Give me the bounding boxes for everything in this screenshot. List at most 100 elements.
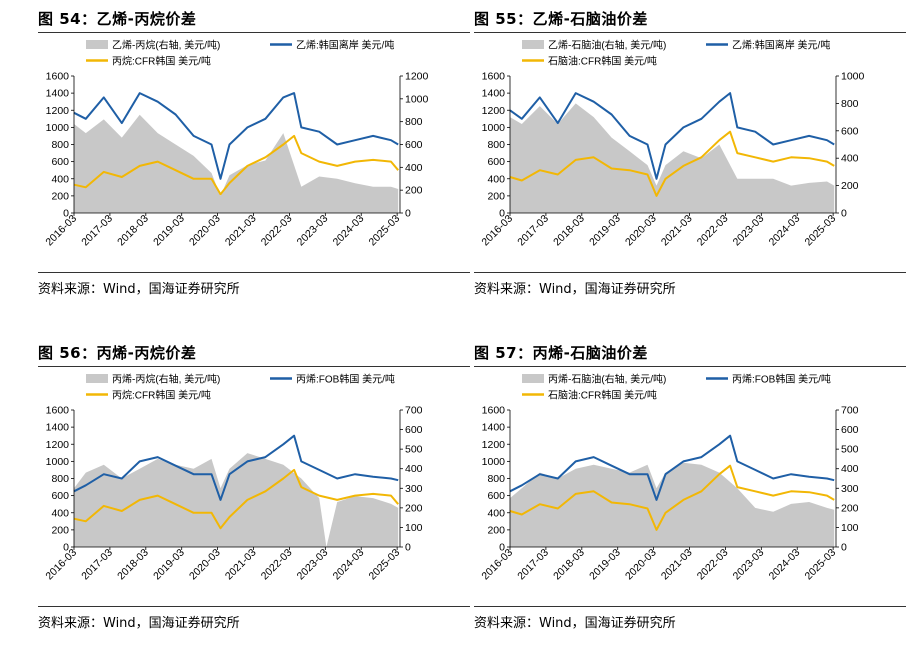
- x-tick-label: 2022-03: [695, 547, 731, 583]
- y-tick-label-left: 200: [51, 524, 69, 536]
- y-tick-label-right: 500: [405, 444, 423, 456]
- y-tick-label-left: 200: [487, 524, 505, 536]
- y-tick-label-right: 100: [405, 522, 423, 534]
- y-tick-label-left: 1400: [46, 88, 70, 100]
- x-tick-label: 2017-03: [79, 213, 115, 249]
- series-area-spread: [74, 114, 399, 213]
- x-tick-label: 2016-03: [479, 547, 515, 583]
- y-tick-label-right: 800: [841, 98, 859, 110]
- y-tick-label-right: 1000: [841, 71, 865, 83]
- y-tick-label-right: 200: [405, 502, 423, 514]
- y-tick-label-left: 800: [51, 473, 69, 485]
- x-tick-label: 2022-03: [695, 213, 731, 249]
- y-tick-label-left: 0: [63, 542, 69, 554]
- x-tick-label: 2023-03: [295, 213, 331, 249]
- figure-title: 图 55：乙烯-石脑油价差: [474, 10, 648, 28]
- y-tick-label-left: 600: [51, 490, 69, 502]
- y-tick-label-right: 1000: [405, 93, 429, 105]
- x-tick-label: 2018-03: [115, 213, 151, 249]
- x-tick-label: 2016-03: [43, 213, 79, 249]
- y-tick-label-right: 700: [405, 405, 423, 417]
- x-tick-label: 2023-03: [731, 547, 767, 583]
- y-tick-label-right: 400: [841, 153, 859, 165]
- series-line-yellow: [509, 130, 835, 197]
- y-tick-label-left: 1000: [46, 456, 70, 468]
- legend-swatch-area: [86, 40, 108, 49]
- y-tick-label-right: 0: [405, 542, 411, 554]
- y-tick-label-left: 1000: [46, 122, 70, 134]
- x-tick-label: 2024-03: [767, 547, 803, 583]
- legend-label: 乙烯-石脑油(右轴, 美元/吨): [548, 39, 666, 52]
- x-tick-label: 2019-03: [587, 547, 623, 583]
- y-tick-label-right: 600: [405, 424, 423, 436]
- y-tick-label-right: 1200: [405, 71, 429, 83]
- y-tick-label-right: 600: [841, 424, 859, 436]
- legend-label: 石脑油:CFR韩国 美元/吨: [548, 55, 657, 68]
- series-line-yellow: [73, 468, 399, 530]
- legend-label: 丙烯-石脑油(右轴, 美元/吨): [548, 373, 666, 386]
- x-tick-label: 2021-03: [659, 213, 695, 249]
- y-tick-label-left: 1200: [482, 439, 506, 451]
- y-tick-label-right: 400: [841, 463, 859, 475]
- chart-propylene-propane: 0 200 400 600 800 1000 1200 1400 1600 0 100 200 300 4…: [43, 373, 423, 583]
- y-tick-label-left: 200: [487, 190, 505, 202]
- legend-label: 石脑油:CFR韩国 美元/吨: [548, 389, 657, 402]
- y-tick-label-left: 1000: [482, 456, 506, 468]
- y-tick-label-left: 1200: [46, 105, 70, 117]
- source-divider: [38, 272, 470, 273]
- x-tick-label: 2019-03: [151, 213, 187, 249]
- chart-ethylene-naphtha: 0 200 400 600 800 1000 1200 1400 1600 0 200 400 600 8…: [479, 39, 865, 249]
- x-tick-label: 2021-03: [659, 547, 695, 583]
- y-tick-label-right: 0: [841, 208, 847, 220]
- legend-swatch-area: [86, 374, 108, 383]
- legend-label: 丙烯:FOB韩国 美元/吨: [296, 373, 395, 386]
- x-tick-label: 2021-03: [223, 547, 259, 583]
- legend-swatch-area: [522, 40, 544, 49]
- series-line-yellow: [509, 464, 835, 531]
- y-tick-label-right: 300: [841, 483, 859, 495]
- x-tick-label: 2025-03: [803, 213, 839, 249]
- y-tick-label-left: 200: [51, 190, 69, 202]
- legend-label: 丙烯:FOB韩国 美元/吨: [732, 373, 831, 386]
- x-tick-label: 2018-03: [551, 213, 587, 249]
- y-tick-label-left: 1600: [46, 71, 70, 83]
- title-divider: [474, 32, 906, 33]
- x-tick-label: 2019-03: [151, 547, 187, 583]
- source-note: 资料来源：Wind，国海证券研究所: [38, 282, 240, 297]
- legend-label: 丙烷:CFR韩国 美元/吨: [112, 389, 211, 402]
- y-tick-label-right: 200: [841, 502, 859, 514]
- y-tick-label-left: 1400: [46, 422, 70, 434]
- source-divider: [38, 606, 470, 607]
- y-tick-label-left: 0: [63, 208, 69, 220]
- chart-propylene-naphtha: 0 200 400 600 800 1000 1200 1400 1600 0 100 200 300 4…: [479, 373, 859, 583]
- figure-title: 图 54：乙烯-丙烷价差: [38, 10, 197, 28]
- y-tick-label-left: 800: [487, 473, 505, 485]
- y-tick-label-left: 600: [487, 156, 505, 168]
- source-divider: [474, 606, 906, 607]
- series-line-yellow: [73, 134, 399, 196]
- y-tick-label-right: 500: [841, 444, 859, 456]
- title-divider: [474, 366, 906, 367]
- y-tick-label-left: 600: [487, 490, 505, 502]
- legend-label: 乙烯:韩国离岸 美元/吨: [296, 39, 394, 52]
- figure-title: 图 56：丙烯-丙烷价差: [38, 344, 197, 362]
- y-tick-label-right: 300: [405, 483, 423, 495]
- x-tick-label: 2016-03: [479, 213, 515, 249]
- y-tick-label-right: 400: [405, 162, 423, 174]
- y-tick-label-right: 100: [841, 522, 859, 534]
- y-tick-label-right: 600: [405, 139, 423, 151]
- series-line-blue: [509, 434, 835, 501]
- y-tick-label-right: 200: [405, 185, 423, 197]
- figure-title: 图 57：丙烯-石脑油价差: [474, 344, 648, 362]
- figure-55-panel: 图 55：乙烯-石脑油价差 0 200 400 600 800 1000 1200 1400 1…: [474, 8, 906, 323]
- y-tick-label-right: 700: [841, 405, 859, 417]
- y-tick-label-right: 200: [841, 180, 859, 192]
- y-tick-label-left: 600: [51, 156, 69, 168]
- y-tick-label-left: 400: [51, 507, 69, 519]
- series-line-blue: [509, 92, 835, 180]
- source-divider: [474, 272, 906, 273]
- y-tick-label-left: 0: [499, 208, 505, 220]
- x-tick-label: 2017-03: [515, 213, 551, 249]
- y-tick-label-right: 800: [405, 116, 423, 128]
- x-tick-label: 2021-03: [223, 213, 259, 249]
